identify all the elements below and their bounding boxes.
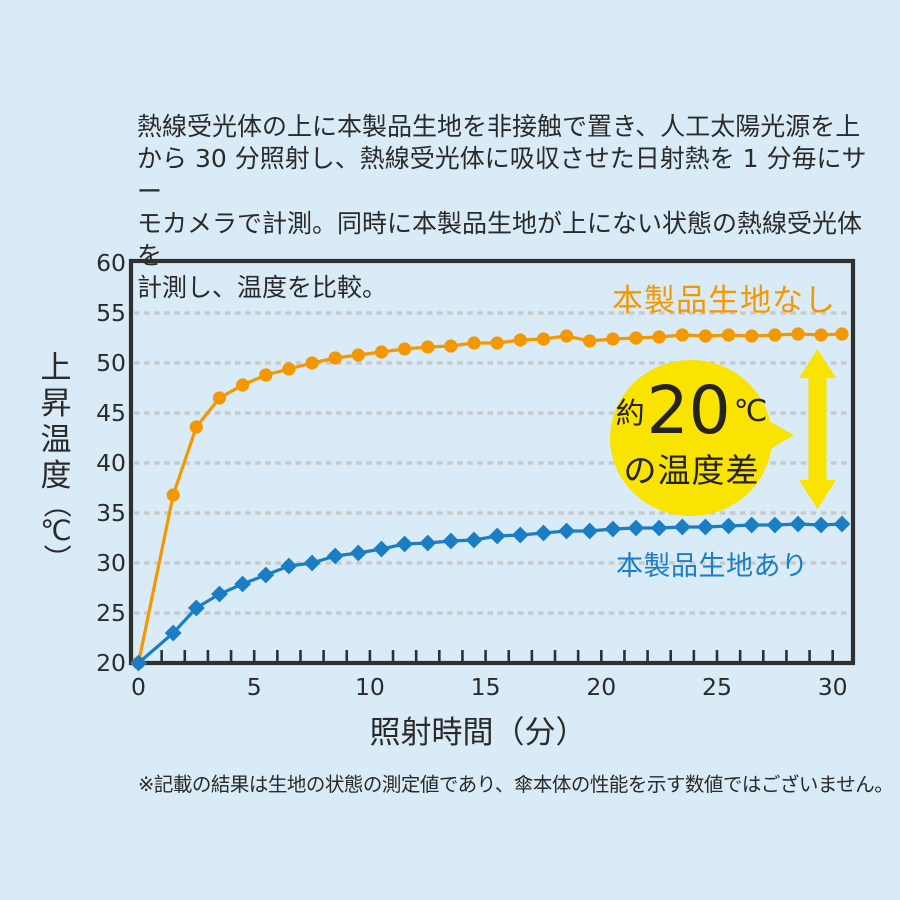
svg-text:20: 20 <box>586 673 616 701</box>
plot-border <box>128 258 856 666</box>
temp-diff-arrow <box>799 349 836 509</box>
svg-text:50: 50 <box>96 349 126 377</box>
ylabel-char: 昇 <box>40 386 72 422</box>
x-axis-ticks <box>160 650 835 661</box>
svg-text:15: 15 <box>471 673 501 701</box>
y-axis-tick-labels: 20 25 30 35 40 45 50 55 60 <box>96 249 126 677</box>
badge-unit: ℃ <box>733 393 768 429</box>
ylabel-paren: （ <box>40 489 73 518</box>
ylabel-char: 上 <box>40 350 72 386</box>
badge-line-1: 約 20 ℃ <box>604 372 779 449</box>
ylabel-char: 温 <box>40 422 72 458</box>
ylabel-paren: ） <box>40 543 73 572</box>
intro-line-2: から 30 分照射し、熱線受光体に吸収させた日射熱を 1 分毎にサー <box>137 144 867 206</box>
svg-text:25: 25 <box>702 673 732 701</box>
series-label-with-fabric: 本製品生地あり <box>616 551 809 582</box>
svg-text:60: 60 <box>96 249 126 277</box>
badge-value: 20 <box>646 372 731 449</box>
intro-line-1: 熱線受光体の上に本製品生地を非接触で置き、人工太陽光源を上 <box>137 112 861 141</box>
series-with-fabric <box>130 515 851 672</box>
svg-text:40: 40 <box>96 449 126 477</box>
experiment-description: 熱線受光体の上に本製品生地を非接触で置き、人工太陽光源を上 から 30 分照射し… <box>137 111 877 305</box>
series-without-fabric <box>131 327 849 670</box>
svg-text:30: 30 <box>96 549 126 577</box>
svg-text:25: 25 <box>96 599 126 627</box>
svg-text:20: 20 <box>96 649 126 677</box>
badge-line-2: の温度差 <box>623 451 760 490</box>
svg-text:5: 5 <box>247 673 262 701</box>
svg-text:30: 30 <box>818 673 848 701</box>
ylabel-char: 度 <box>40 458 72 494</box>
intro-line-4: 計測し、温度を比較。 <box>137 273 388 303</box>
y-axis-title: 上昇温度（℃） <box>30 350 82 572</box>
series-label-without-fabric: 本製品生地なし <box>612 283 836 319</box>
x-axis-tick-labels: 0 5 10 15 20 25 30 <box>131 673 848 701</box>
svg-text:35: 35 <box>96 499 126 527</box>
ylabel-char: ℃ <box>40 514 72 547</box>
intro-line-3: モカメラで計測。同時に本製品生地が上にない状態の熱線受光体を <box>137 208 863 271</box>
x-axis-title: 照射時間（分） <box>369 715 587 751</box>
disclaimer: ※記載の結果は生地の状態の測定値であり、傘本体の性能を示す数値ではございません。 <box>138 773 894 796</box>
svg-text:55: 55 <box>96 299 126 327</box>
badge-prefix: 約 <box>615 396 645 430</box>
svg-text:0: 0 <box>131 673 146 701</box>
svg-text:45: 45 <box>96 399 126 427</box>
svg-text:10: 10 <box>355 673 385 701</box>
temp-diff-balloon-shape <box>610 360 794 516</box>
temperature-difference-badge: 約 20 ℃ の温度差 <box>604 372 779 492</box>
